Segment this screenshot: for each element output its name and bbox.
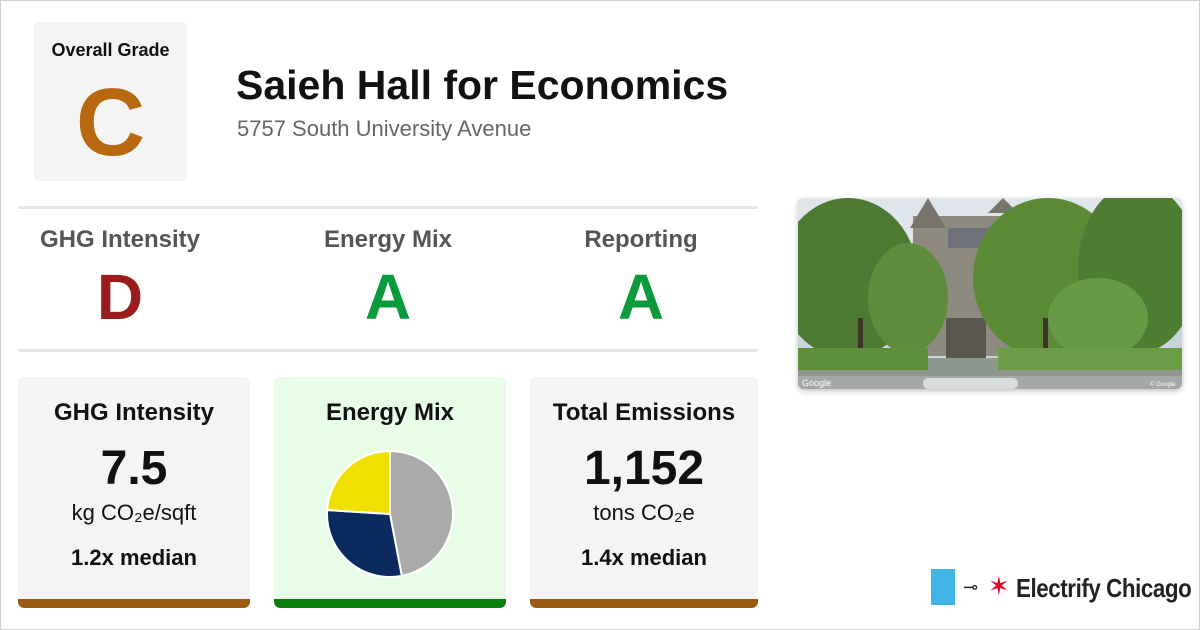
building-address: 5757 South University Avenue	[237, 116, 532, 141]
card-median: 1.2x median	[71, 545, 197, 570]
grade-reporting: Reporting A	[521, 226, 761, 332]
card-unit: kg CO₂e/sqft	[71, 500, 197, 525]
pie-slice-1	[326, 508, 403, 578]
grade-energy-mix: Energy Mix A	[268, 226, 508, 332]
energy-mix-pie-chart	[326, 449, 454, 578]
grade-letter: A	[617, 261, 665, 333]
card-accent-bar	[274, 599, 506, 608]
grade-letter: A	[364, 261, 412, 333]
plug-icon: ⊸	[963, 577, 979, 597]
card-value: 1,152	[583, 442, 705, 495]
ghg-intensity-card: GHG Intensity 7.5 kg CO₂e/sqft 1.2x medi…	[18, 377, 250, 608]
brand-name: Electrify Chicago	[1016, 573, 1192, 603]
chicago-star-icon: ✶	[988, 571, 1010, 601]
building-street-view-photo: Google © Google	[798, 198, 1182, 389]
photo-watermark-left: Google	[802, 378, 831, 388]
card-accent-bar	[18, 599, 250, 608]
overall-grade-letter: C	[75, 69, 146, 176]
card-title: Energy Mix	[325, 399, 455, 426]
chicago-flag-stripe-icon	[931, 569, 955, 605]
grade-letter: D	[96, 261, 144, 333]
grade-ghg-intensity: GHG Intensity D	[0, 226, 240, 332]
card-title: GHG Intensity	[53, 399, 215, 426]
overall-grade-box: Overall Grade C	[34, 22, 187, 181]
grade-label: GHG Intensity	[39, 226, 201, 253]
photo-watermark-right: © Google	[1150, 381, 1176, 388]
pie-slice-0	[389, 449, 454, 578]
total-emissions-card: Total Emissions 1,152 tons CO₂e 1.4x med…	[530, 377, 758, 608]
pie-slice-2	[326, 449, 391, 516]
divider	[18, 206, 758, 209]
energy-mix-card: Energy Mix	[274, 377, 506, 608]
card-median: 1.4x median	[581, 545, 707, 570]
overall-grade-label: Overall Grade	[51, 40, 170, 60]
card-unit: tons CO₂e	[593, 500, 695, 525]
grade-label: Energy Mix	[323, 226, 453, 253]
building-name: Saieh Hall for Economics	[236, 62, 729, 108]
divider	[18, 349, 758, 352]
card-title: Total Emissions	[552, 399, 736, 426]
card-value: 7.5	[100, 442, 168, 495]
grade-label: Reporting	[584, 226, 698, 253]
card-accent-bar	[530, 599, 758, 608]
